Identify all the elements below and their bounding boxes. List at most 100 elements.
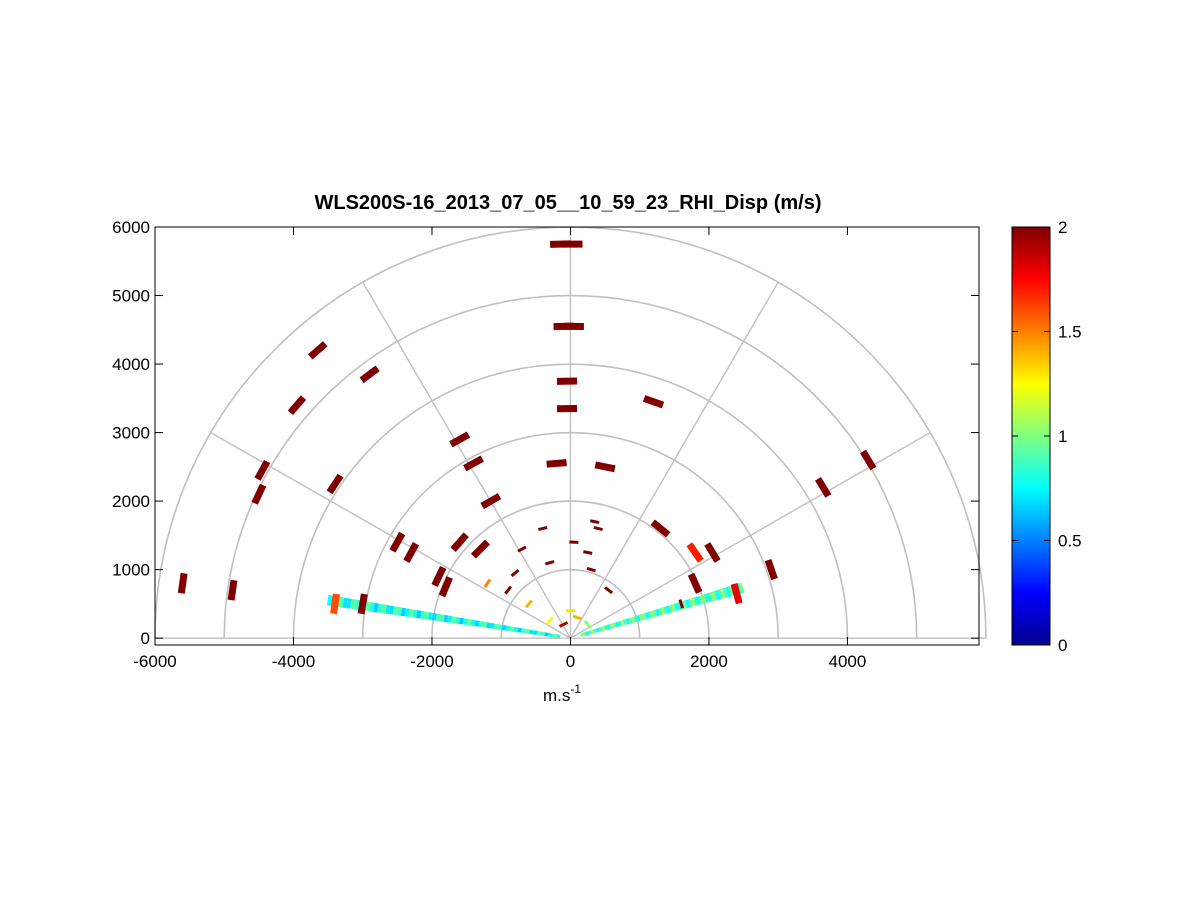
beam-segment (420, 610, 426, 620)
chart-title: WLS200S-16_2013_07_05__10_59_23_RHI_Disp… (314, 192, 821, 214)
beam-segment (617, 620, 622, 627)
beam-segment (396, 606, 402, 616)
beam-segment (623, 619, 628, 626)
beam-segment (717, 589, 723, 600)
beam-segment (614, 621, 620, 628)
beam-segment (728, 585, 734, 597)
beam-segment (517, 627, 522, 633)
beam-segment (354, 599, 360, 610)
beam-segment (687, 598, 693, 608)
data-point (569, 540, 579, 544)
x-tick-label: -6000 (133, 652, 176, 671)
data-point (326, 473, 344, 495)
polar-spoke (569, 281, 779, 639)
x-axis-label-main: m.s (543, 686, 570, 705)
data-point (565, 609, 575, 613)
beam-segment (392, 606, 399, 616)
data-point (177, 572, 188, 594)
y-tick-label: 4000 (112, 355, 150, 374)
data-point (556, 377, 578, 385)
colorbar: 0 0.5 1 1.5 2 (1011, 218, 1082, 655)
beam-segment (490, 622, 495, 629)
beam-segment (528, 629, 534, 635)
data-point (730, 583, 743, 605)
y-tick-label: 0 (141, 629, 150, 648)
data-point (287, 395, 307, 416)
beam-segment (532, 630, 538, 635)
data-point (307, 341, 328, 360)
data-point (463, 455, 484, 472)
data-point (330, 593, 340, 615)
beam-segment (631, 616, 636, 623)
y-tick-label: 1000 (112, 561, 150, 580)
beam-segment (590, 629, 595, 634)
axis-ticks: -6000 -4000 -2000 0 2000 4000 0 1000 2000 3000 400… (112, 218, 979, 671)
beam-segment (663, 606, 669, 615)
beam-segment (400, 607, 406, 617)
x-axis-label-sup: -1 (570, 682, 581, 696)
data-point (227, 579, 238, 601)
beam-segment (658, 608, 663, 616)
data-point (686, 542, 704, 563)
x-axis-label: m.s-1 (543, 682, 581, 705)
data-point (545, 616, 554, 626)
beam-segment (690, 597, 696, 607)
beam-segment (389, 605, 395, 615)
beam-segment (655, 608, 661, 617)
beam-segment (377, 603, 383, 614)
colorbar-tick-label: 0.5 (1058, 532, 1082, 551)
data-point (589, 519, 600, 525)
beam-segment (373, 602, 379, 613)
data-point (510, 569, 520, 578)
beam-segment (552, 633, 557, 638)
data-point (538, 525, 548, 532)
beam-segment (509, 626, 515, 632)
data-point (604, 586, 614, 595)
data-point (678, 599, 685, 609)
data-point (254, 459, 271, 481)
beam-segment (385, 604, 391, 615)
colorbar-tick-label: 0 (1058, 636, 1067, 655)
data-point (504, 585, 513, 595)
beam-segment (497, 624, 503, 630)
beam-segment (435, 613, 441, 622)
beam-segment (501, 624, 507, 631)
data-point (687, 572, 703, 594)
beam-segment (647, 611, 652, 619)
beam-segment (381, 604, 387, 614)
beam-segment (598, 626, 603, 632)
plot-area: -6000 -4000 -2000 0 2000 4000 0 1000 2000 3000 400… (112, 218, 987, 671)
y-tick-label: 6000 (112, 218, 150, 237)
data-point (586, 566, 596, 573)
data-point (642, 395, 665, 409)
data-point (544, 560, 555, 566)
data-point (815, 477, 832, 498)
beam-segment (342, 597, 348, 609)
data-point (431, 565, 447, 588)
beam-segment (601, 625, 606, 632)
beam-segment (451, 616, 457, 624)
beam-segment (625, 618, 631, 625)
data-point (449, 431, 471, 448)
beam-segment (404, 608, 410, 617)
beam-segment (431, 612, 437, 621)
beam-segment (443, 614, 449, 623)
beam-segment (416, 610, 422, 619)
beam-segment (369, 602, 375, 612)
colorbar-gradient (1011, 226, 1051, 646)
data-point (450, 532, 469, 553)
beam-segment (701, 594, 707, 604)
data-point (480, 493, 502, 510)
beam-segment (458, 617, 464, 625)
data-point (704, 542, 721, 563)
beam-segment (609, 623, 614, 629)
beam-segment (548, 632, 553, 638)
beam-segment (505, 625, 511, 632)
x-tick-label: 2000 (690, 652, 728, 671)
x-tick-label: -2000 (410, 652, 453, 671)
beam-segment (682, 600, 688, 609)
polar-spoke (210, 431, 571, 639)
data-point (556, 404, 578, 413)
y-tick-label: 5000 (112, 287, 150, 306)
data-point (357, 593, 368, 615)
